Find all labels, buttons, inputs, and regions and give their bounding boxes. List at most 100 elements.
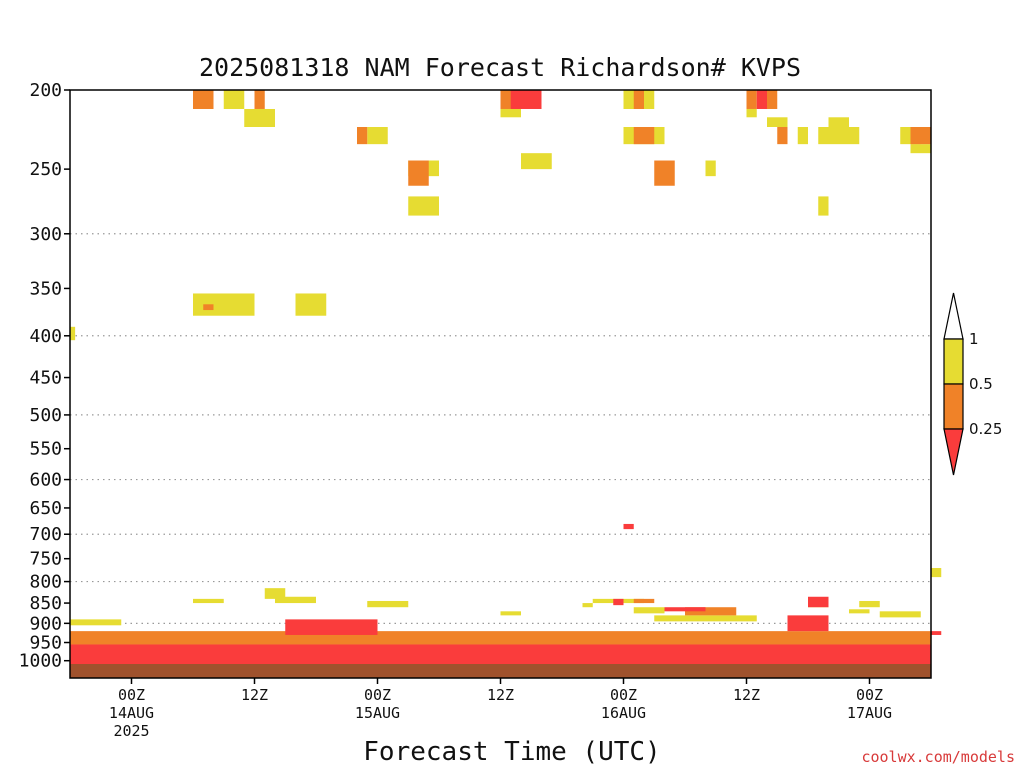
ri-cell bbox=[367, 127, 388, 145]
ri-cell bbox=[767, 117, 788, 128]
y-tick-label: 750 bbox=[29, 549, 62, 570]
y-tick-label: 900 bbox=[29, 613, 62, 634]
ri-cell bbox=[203, 304, 214, 311]
ri-cell bbox=[756, 90, 767, 109]
ri-cell bbox=[254, 90, 265, 109]
ri-cell bbox=[777, 127, 788, 145]
ri-cell bbox=[910, 144, 931, 154]
y-tick-label: 550 bbox=[29, 439, 62, 460]
ri-cell bbox=[70, 631, 931, 645]
x-tick-label: 2025 bbox=[113, 722, 149, 740]
legend-swatch-top-arrow bbox=[943, 292, 964, 340]
credit-text: coolwx.com/models bbox=[861, 748, 1015, 766]
y-tick-label: 250 bbox=[29, 159, 62, 180]
ri-cell bbox=[633, 598, 655, 604]
x-tick-label: 14AUG bbox=[109, 704, 154, 722]
x-axis-label: Forecast Time (UTC) bbox=[363, 737, 660, 767]
y-axis: 200 250 300 350 400 450 500 550 600 650 700 7508008… bbox=[19, 80, 70, 672]
ri-cell bbox=[644, 90, 655, 109]
ri-cell bbox=[705, 160, 716, 177]
y-tick-label: 350 bbox=[29, 278, 62, 299]
legend-level-label: 0.5 bbox=[969, 375, 993, 393]
ri-cell bbox=[223, 90, 245, 109]
legend-level-label: 0.25 bbox=[969, 420, 1002, 438]
ri-cell bbox=[931, 568, 942, 578]
x-tick-label: 00Z bbox=[364, 686, 391, 704]
ri-cell bbox=[931, 631, 942, 635]
y-tick-label: 450 bbox=[29, 368, 62, 389]
ri-cell bbox=[613, 598, 624, 606]
y-tick-label: 600 bbox=[29, 470, 62, 491]
ri-cell bbox=[818, 127, 860, 145]
ri-cell bbox=[654, 615, 685, 622]
ri-cell bbox=[408, 196, 439, 216]
ri-cell bbox=[746, 108, 757, 118]
y-tick-label: 200 bbox=[29, 80, 62, 101]
ri-cell bbox=[275, 596, 316, 604]
ri-cell bbox=[367, 600, 409, 608]
ri-cell bbox=[828, 117, 849, 128]
ri-cell bbox=[818, 196, 829, 216]
y-tick-label: 400 bbox=[29, 326, 62, 347]
x-tick-label: 00Z bbox=[856, 686, 883, 704]
ri-cell bbox=[623, 523, 634, 530]
ri-cell bbox=[193, 598, 224, 604]
ground-band bbox=[70, 664, 931, 678]
plot-frame bbox=[69, 89, 932, 679]
y-tick-label: 650 bbox=[29, 498, 62, 519]
ri-cell bbox=[244, 108, 275, 128]
ri-cell bbox=[767, 90, 778, 109]
ri-cell bbox=[295, 293, 327, 316]
y-tick-label: 850 bbox=[29, 593, 62, 614]
x-tick-label: 15AUG bbox=[355, 704, 400, 722]
y-tick-label: 700 bbox=[29, 524, 62, 545]
ri-cell bbox=[910, 127, 931, 145]
ri-cell bbox=[70, 644, 931, 664]
ri-cell bbox=[521, 153, 552, 170]
legend-swatch-bottom-arrow bbox=[943, 428, 964, 476]
ri-cell bbox=[633, 127, 655, 145]
y-tick-label: 500 bbox=[29, 405, 62, 426]
ri-cell bbox=[193, 293, 255, 316]
legend-level-label: 1 bbox=[969, 330, 979, 348]
legend-swatch bbox=[943, 338, 964, 385]
ri-cell bbox=[500, 108, 521, 118]
x-tick-label: 16AUG bbox=[601, 704, 646, 722]
ri-cell bbox=[879, 611, 921, 618]
ri-cell bbox=[633, 90, 644, 109]
ri-cell bbox=[633, 607, 665, 614]
ri-cell bbox=[70, 326, 76, 341]
y-tick-label: 1000 bbox=[19, 651, 62, 672]
x-tick-label: 00Z bbox=[610, 686, 637, 704]
ri-cell bbox=[859, 600, 880, 608]
x-tick-label: 12Z bbox=[241, 686, 268, 704]
ri-cell bbox=[70, 619, 122, 626]
gridlines bbox=[70, 233, 931, 624]
x-tick-label: 00Z bbox=[118, 686, 145, 704]
chart-title: 2025081318 NAM Forecast Richardson# KVPS bbox=[199, 53, 801, 82]
ri-cell bbox=[849, 609, 870, 614]
ri-cell bbox=[193, 90, 214, 109]
legend-swatch bbox=[943, 383, 964, 430]
y-tick-label: 800 bbox=[29, 572, 62, 593]
ri-cell bbox=[264, 588, 286, 599]
x-tick-label: 12Z bbox=[487, 686, 514, 704]
y-tick-label: 950 bbox=[29, 633, 62, 654]
ri-cell bbox=[808, 596, 829, 608]
ri-cell bbox=[500, 611, 521, 616]
color-legend: 1 0.5 0.25 bbox=[943, 292, 1002, 476]
y-tick-label: 300 bbox=[29, 224, 62, 245]
ri-cell bbox=[787, 615, 829, 632]
richardson-cells bbox=[70, 90, 942, 664]
ri-cell bbox=[285, 619, 378, 635]
ri-cell bbox=[797, 127, 808, 145]
ri-cell bbox=[685, 615, 757, 622]
ri-cell bbox=[654, 160, 675, 186]
ri-cell bbox=[510, 90, 542, 109]
x-tick-label: 12Z bbox=[733, 686, 760, 704]
ri-cell bbox=[357, 127, 368, 145]
ri-cell bbox=[746, 90, 757, 109]
ri-cell bbox=[582, 603, 593, 608]
